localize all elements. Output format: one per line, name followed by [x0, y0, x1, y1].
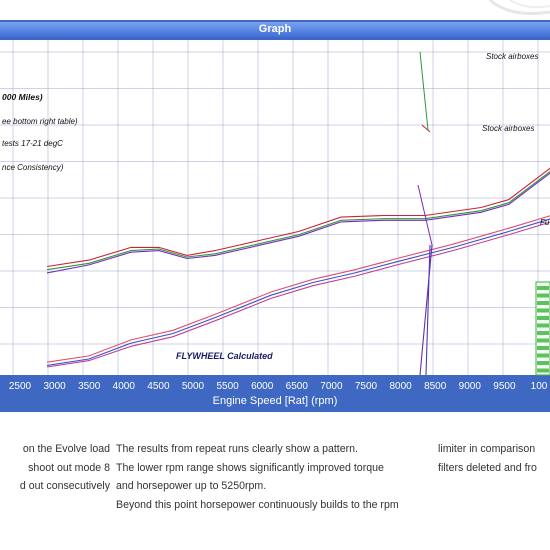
series-line	[46, 218, 550, 366]
series-line	[46, 172, 550, 274]
chart-annotation: tests 17-21 degC	[2, 139, 63, 148]
x-tick-label: 9500	[493, 381, 516, 392]
chart-annotation: 000 Miles)	[2, 92, 43, 102]
paragraph-line: filters deleted and fro	[438, 461, 537, 474]
graph-title-bar: Graph	[0, 22, 550, 37]
paragraph-line: Beyond this point horsepower continuousl…	[116, 498, 399, 511]
legend-entry	[537, 316, 549, 320]
series-line-drop	[421, 124, 431, 133]
legend-entry	[537, 323, 549, 328]
legend-entry	[537, 293, 549, 298]
x-axis-title: Engine Speed [Rat] (rpm)	[212, 395, 338, 407]
series-line-drop	[425, 244, 431, 376]
series-line-drop	[417, 184, 433, 246]
grid-lines	[0, 40, 550, 375]
chart-annotation: Stock airboxes	[486, 52, 538, 61]
text-column-right: limiter in comparison filters deleted an…	[438, 440, 550, 477]
series-line	[46, 221, 550, 368]
paragraph-line: The results from repeat runs clearly sho…	[116, 443, 358, 455]
chart-annotation: Fu	[540, 218, 550, 227]
series-line	[46, 170, 550, 271]
annotation-group: 000 Miles) ee bottom right table) tests 17…	[2, 52, 550, 361]
legend-entry	[537, 301, 549, 305]
paragraph-line: and horsepower up to 5250rpm.	[116, 480, 267, 492]
paragraph-line: on the Evolve load	[22, 443, 110, 455]
legend-box	[535, 281, 550, 376]
x-tick-labels: 2500 3000 3500 4000 4500 5000 5500 6000 6500 7000…	[9, 381, 548, 392]
series-line	[46, 215, 550, 363]
paragraph-line: The lower rpm range shows significantly …	[116, 461, 384, 474]
x-tick-label: 7000	[320, 381, 343, 392]
x-tick-label: 6500	[286, 381, 309, 392]
legend-entry	[537, 353, 549, 358]
x-tick-label: 4000	[113, 381, 136, 392]
x-tick-label: 5000	[182, 381, 205, 392]
x-tick-label: 4500	[147, 381, 170, 392]
legend-entry	[537, 286, 549, 290]
series-line-drop	[419, 51, 429, 131]
series-line-drop	[419, 244, 433, 376]
x-tick-label: 6000	[251, 381, 274, 392]
legend-entry	[537, 331, 549, 335]
chart-annotation: FLYWHEEL Calculated	[176, 351, 273, 361]
legend-entry	[537, 338, 549, 343]
x-tick-label: 2500	[9, 381, 32, 392]
paragraph-line: shoot out mode 8	[28, 461, 110, 474]
paragraph-line: limiter in comparison	[438, 443, 536, 455]
legend-entry	[537, 308, 549, 313]
x-tick-label: 8000	[389, 381, 412, 392]
series-line	[46, 167, 550, 268]
x-tick-label: 9000	[459, 381, 482, 392]
chart-annotation: nce Consistency)	[2, 163, 64, 172]
series-group	[46, 51, 550, 376]
legend-entry	[537, 368, 549, 373]
x-tick-label: 7500	[355, 381, 378, 392]
x-tick-label: 8500	[424, 381, 447, 392]
dyno-chart: 000 Miles) ee bottom right table) tests 17…	[0, 40, 550, 392]
legend-entry	[537, 361, 549, 365]
decorative-swoosh	[488, 0, 550, 15]
text-column-left: on the Evolve load shoot out mode 8 d ou…	[0, 440, 110, 496]
x-tick-label: 100	[531, 381, 548, 392]
x-tick-label: 3500	[78, 381, 101, 392]
legend-entry	[537, 346, 549, 350]
text-column-middle: The results from repeat runs clearly sho…	[116, 440, 426, 514]
paragraph-line: d out consecutively	[19, 480, 110, 492]
chart-annotation: ee bottom right table)	[2, 117, 78, 126]
chart-annotation: Stock airboxes	[482, 124, 534, 133]
x-tick-label: 3000	[43, 381, 66, 392]
x-tick-label: 5500	[216, 381, 239, 392]
plot-area	[0, 40, 550, 375]
